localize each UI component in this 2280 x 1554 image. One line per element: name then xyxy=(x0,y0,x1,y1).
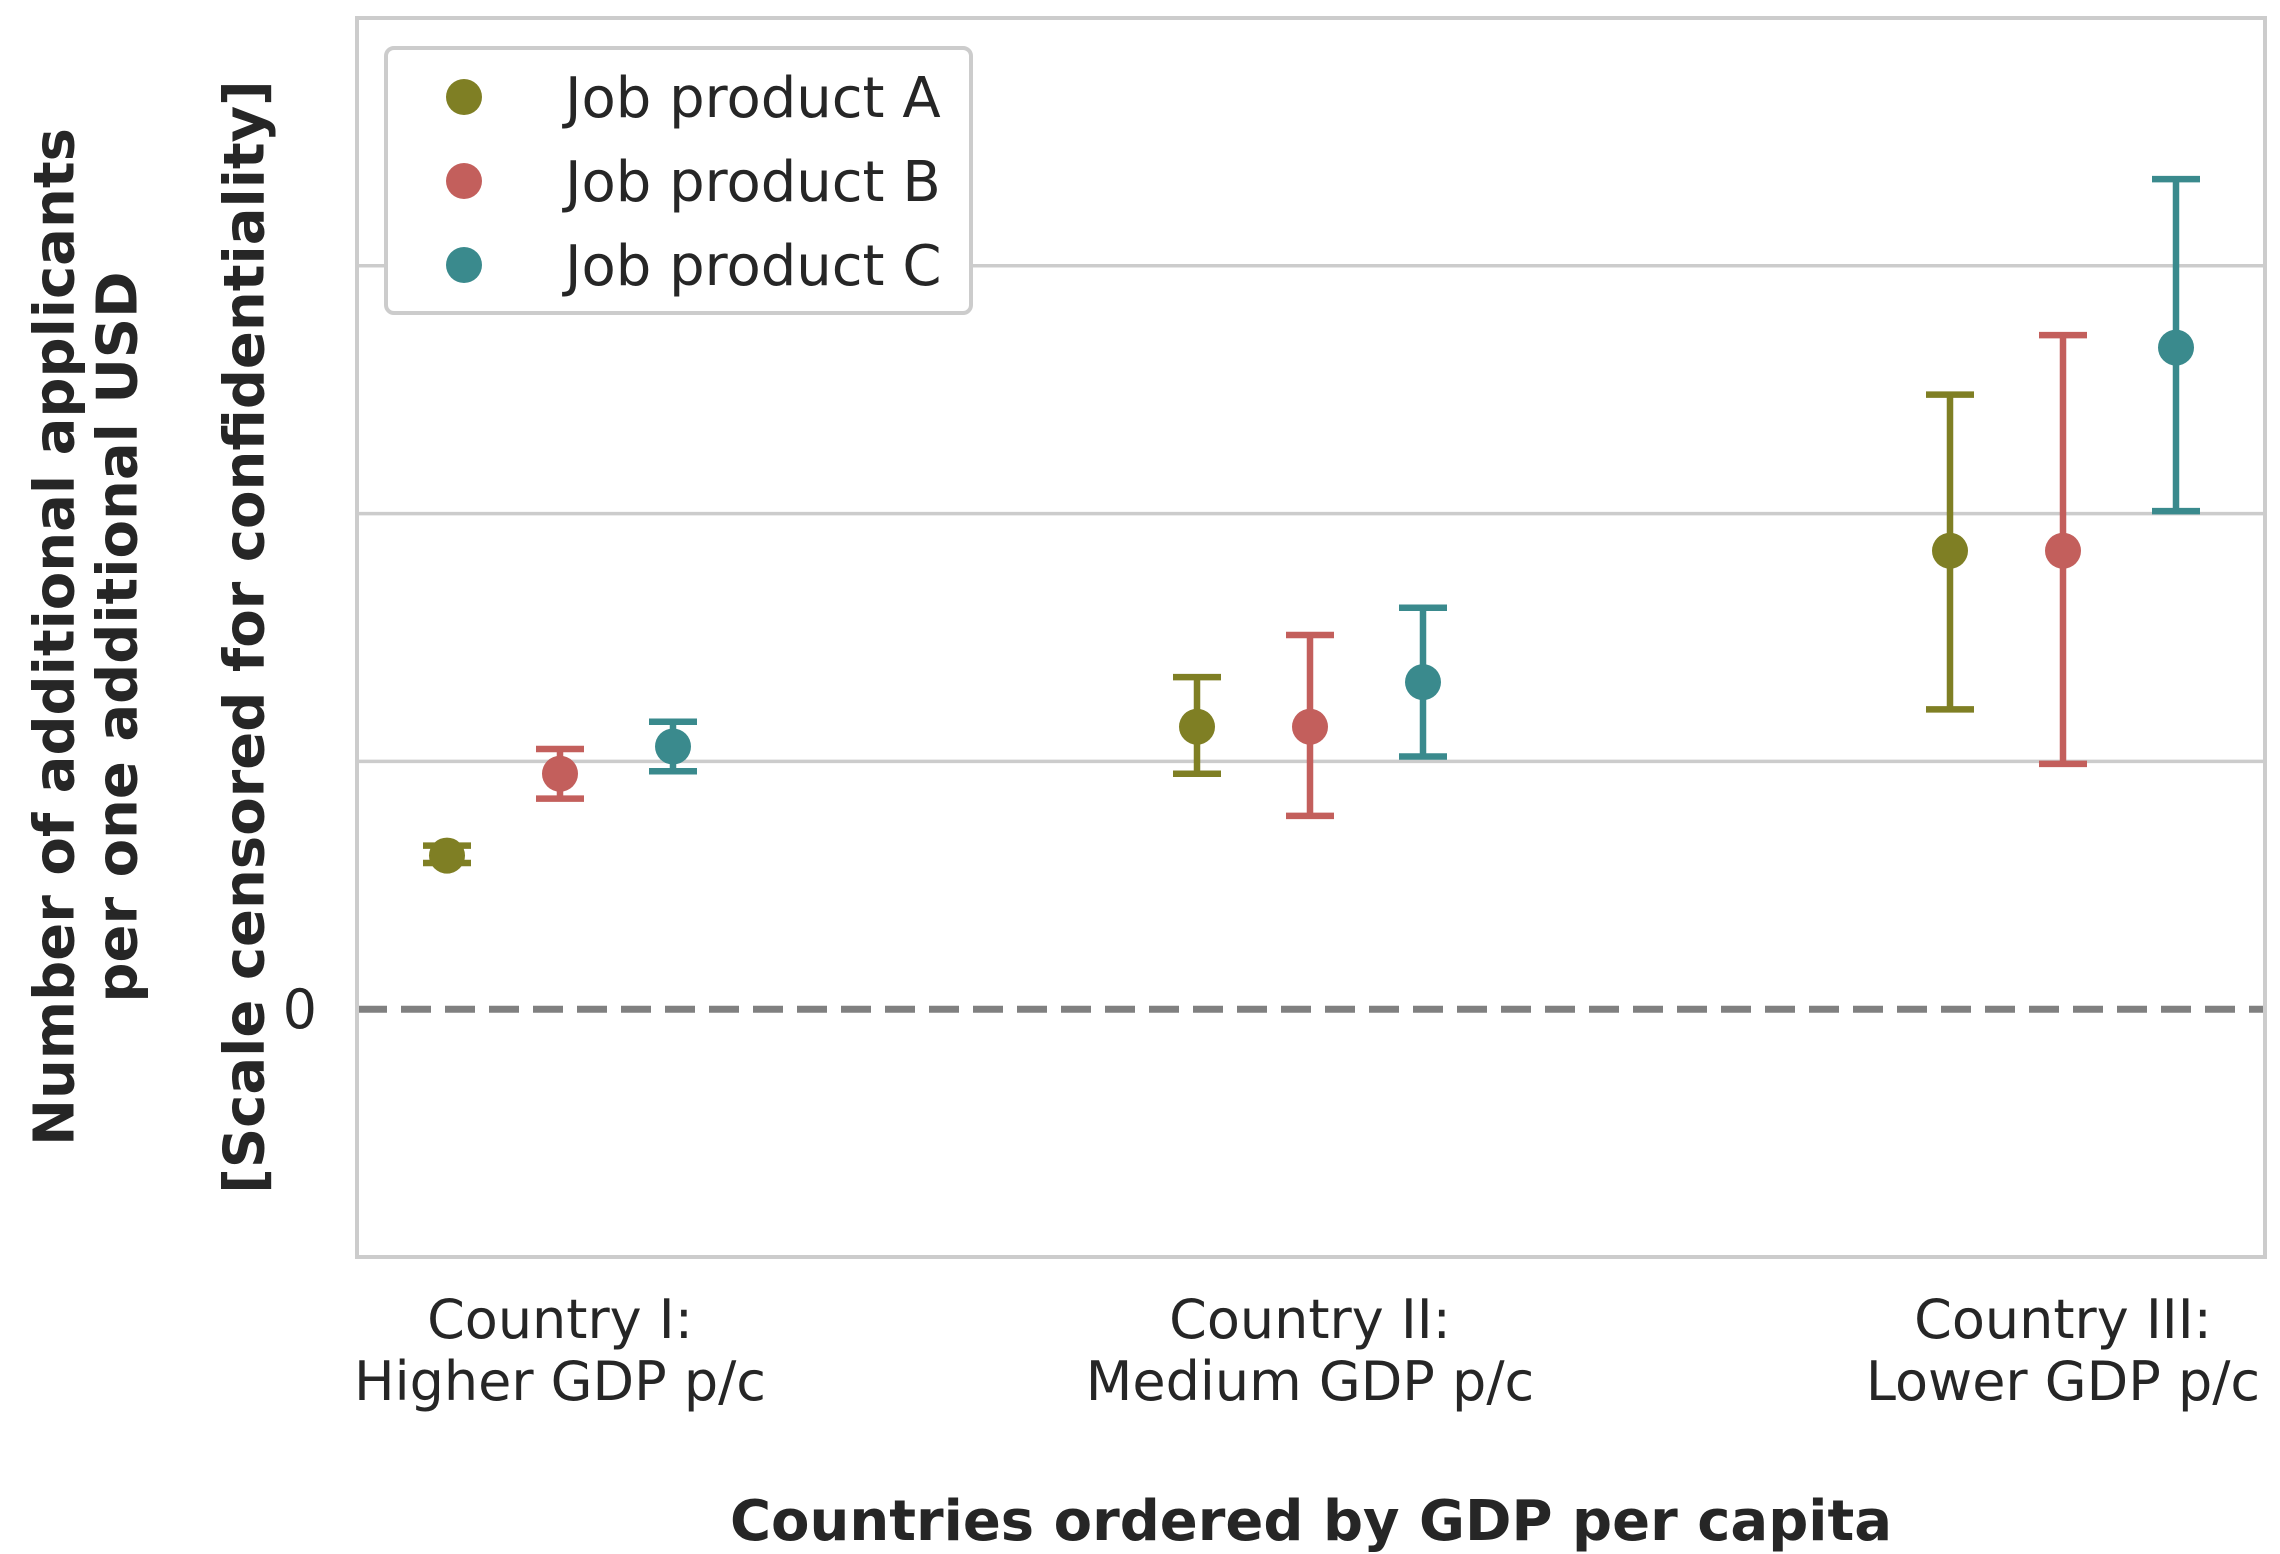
data-point xyxy=(2045,532,2081,569)
data-point xyxy=(655,728,691,765)
legend-item: Job product A xyxy=(446,66,941,131)
y-axis-ticks: 0 xyxy=(283,978,317,1041)
x-tick-label-line: Higher GDP p/c xyxy=(354,1350,766,1413)
data-point xyxy=(1292,708,1328,745)
series-2 xyxy=(536,331,2087,820)
x-tick-label: Country II: Medium GDP p/c xyxy=(1086,1288,1534,1413)
legend-marker xyxy=(446,163,482,199)
y-tick-label: 0 xyxy=(283,978,317,1041)
legend-marker xyxy=(446,79,482,115)
data-marks xyxy=(423,175,2200,874)
x-axis-ticks: Country I: Higher GDP p/c Country II: Mediu… xyxy=(354,1288,2260,1413)
legend-marker xyxy=(446,247,482,283)
y-axis-title-line: per one additional USD xyxy=(86,271,151,1002)
x-tick-label-line: Country II: xyxy=(1169,1288,1451,1351)
x-tick-label: Country III: Lower GDP p/c xyxy=(1866,1288,2260,1413)
x-tick-label-line: Country III: xyxy=(1914,1288,2212,1351)
data-point xyxy=(1932,532,1968,569)
series-1 xyxy=(423,391,1974,874)
legend-label: Job product A xyxy=(562,66,941,131)
plot-area-frame xyxy=(355,16,2267,1259)
legend: Job product A Job product B Job product C xyxy=(384,46,973,315)
data-point xyxy=(542,755,578,792)
legend-frame xyxy=(384,46,973,315)
legend-item: Job product B xyxy=(446,150,941,215)
y-axis-title-line: [Scale censored for confidentiality] xyxy=(213,80,278,1194)
x-tick-label: Country I: Higher GDP p/c xyxy=(354,1288,766,1413)
x-axis-title: Countries ordered by GDP per capita xyxy=(730,1489,1892,1554)
legend-label: Job product B xyxy=(562,150,941,215)
data-point xyxy=(1179,708,1215,745)
data-point xyxy=(429,837,465,874)
series-3 xyxy=(649,175,2200,775)
x-tick-label-line: Lower GDP p/c xyxy=(1866,1350,2260,1413)
x-tick-label-line: Medium GDP p/c xyxy=(1086,1350,1534,1413)
data-point xyxy=(1405,664,1441,701)
y-axis-title-line: Number of additional applicants xyxy=(23,128,88,1146)
legend-label: Job product C xyxy=(562,234,941,299)
x-tick-label-line: Country I: xyxy=(427,1288,693,1351)
data-point xyxy=(2158,329,2194,366)
legend-item: Job product C xyxy=(446,234,941,299)
